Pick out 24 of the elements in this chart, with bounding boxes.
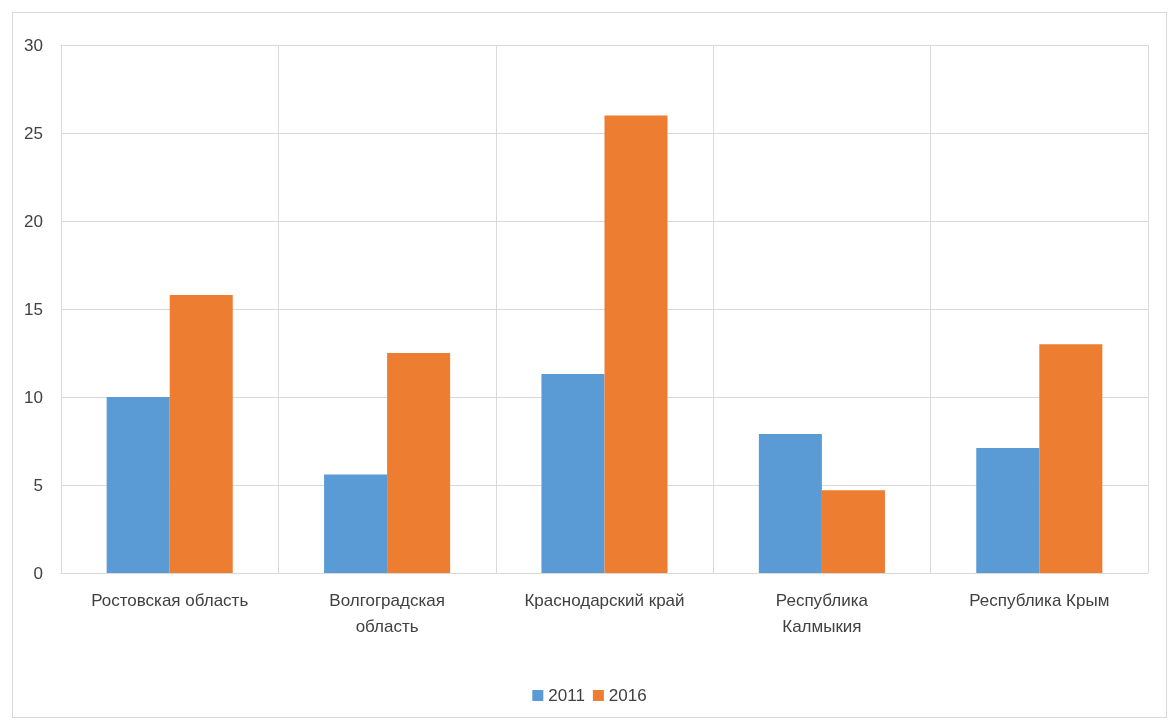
bar [324,474,388,573]
y-tick-label: 10 [24,387,43,407]
y-tick-label: 20 [24,211,43,231]
y-tick-label: 30 [24,35,43,55]
y-tick-label: 0 [33,563,43,583]
bar [106,397,170,573]
y-tick-label: 5 [33,475,43,495]
x-tick-label: Республика Крым [969,590,1110,610]
bar [169,294,233,573]
bar [821,490,885,573]
legend-label: 2011 [548,686,585,705]
x-tick-label: Ростовская область [91,590,249,610]
bar [541,374,605,573]
bar [387,353,451,573]
y-tick-label: 15 [24,299,43,319]
x-tick-label: Республика Калмыкия [775,590,869,636]
bar [976,448,1040,573]
y-tick-label: 25 [24,123,43,143]
bar [758,433,822,573]
bar [1039,344,1103,573]
bar [604,115,668,573]
x-tick-label: Краснодарский край [524,590,685,610]
x-tick-label: Волгоградская область [329,590,445,636]
legend-label: 2016 [608,686,647,705]
